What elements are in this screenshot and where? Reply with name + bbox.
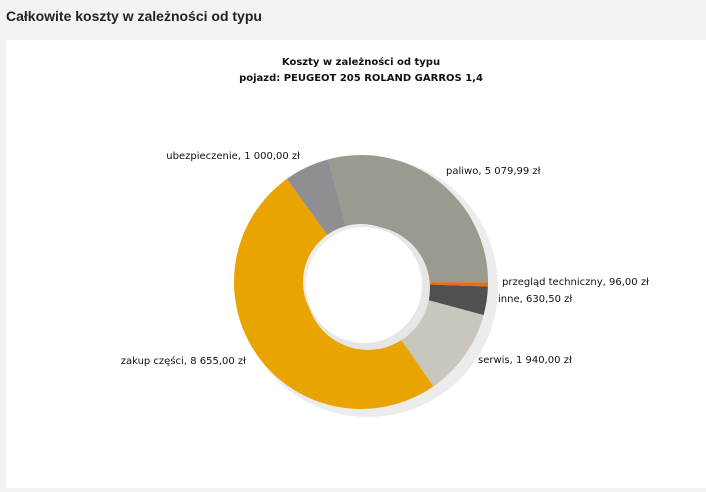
donut-slice [286, 159, 346, 235]
slice-category: ubezpieczenie [166, 151, 238, 162]
slice-value: 1 940,00 zł [516, 355, 572, 366]
donut-slice [418, 282, 488, 287]
slice-label: serwis, 1 940,00 zł [478, 355, 572, 366]
donut-slice [328, 155, 488, 283]
chart-subtitle: pojazd: PEUGEOT 205 ROLAND GARROS 1,4 [239, 73, 483, 84]
slice-value: 8 655,00 zł [190, 356, 246, 367]
separator: , [603, 277, 609, 288]
slice-value: 96,00 zł [609, 277, 649, 288]
separator: , [510, 355, 516, 366]
slice-label: ubezpieczenie, 1 000,00 zł [166, 151, 300, 162]
slice-category: serwis [478, 355, 510, 366]
chart: Koszty w zależności od typu pojazd: PEUG… [121, 56, 649, 417]
slice-value: 1 000,00 zł [244, 151, 300, 162]
slice-label: inne, 630,50 zł [498, 294, 572, 305]
separator: , [478, 166, 484, 177]
slice-label: przegląd techniczny, 96,00 zł [502, 277, 649, 288]
slice-label: zakup części, 8 655,00 zł [121, 355, 246, 367]
slice-value: 5 079,99 zł [485, 166, 541, 177]
donut-slice [416, 284, 488, 316]
donut-slice [234, 178, 434, 409]
slice-value: 630,50 zł [526, 294, 572, 305]
slice-category: inne [498, 294, 520, 305]
slice-category: paliwo [446, 166, 478, 177]
hole [306, 227, 422, 343]
separator: , [184, 356, 190, 367]
slice-category: zakup części [121, 355, 184, 367]
page-title: Całkowite koszty w zależności od typu [6, 8, 262, 24]
slice-category: przegląd techniczny [502, 277, 603, 288]
slice-label: paliwo, 5 079,99 zł [446, 166, 541, 177]
chart-title: Koszty w zależności od typu [282, 56, 440, 68]
separator: , [238, 151, 244, 162]
panel: Koszty w zależności od typu pojazd: PEUG… [6, 40, 706, 488]
separator: , [520, 294, 526, 305]
